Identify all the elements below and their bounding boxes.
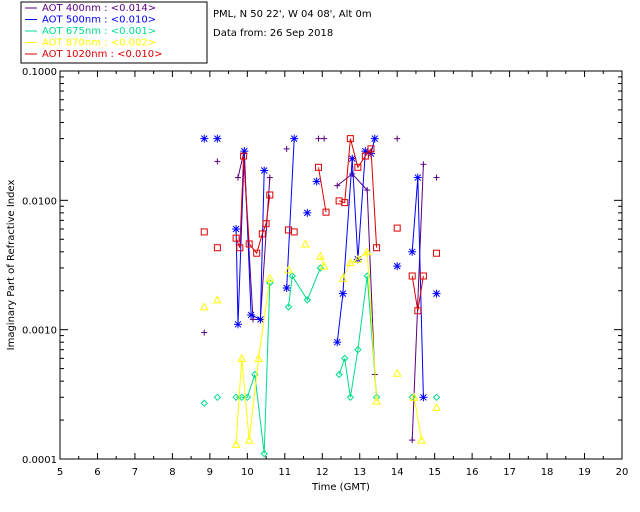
x-tick-label: 13 xyxy=(353,467,366,478)
asterisk-marker xyxy=(371,135,379,143)
plus-marker xyxy=(201,330,207,336)
plus-marker xyxy=(284,146,290,152)
station-label: PML, N 50 22', W 04 08', Alt 0m xyxy=(213,9,372,20)
triangle-marker xyxy=(302,240,309,247)
triangle-marker xyxy=(285,266,292,273)
y-tick-label: 0.0001 xyxy=(22,455,57,466)
series-line xyxy=(414,397,422,440)
asterisk-marker xyxy=(333,338,341,346)
asterisk-marker xyxy=(339,290,347,298)
legend: AOT 400nm : <0.014>AOT 500nm : <0.010>AO… xyxy=(21,2,207,63)
plus-marker xyxy=(267,175,273,181)
x-tick-label: 10 xyxy=(241,467,254,478)
triangle-marker xyxy=(201,303,208,310)
legend-item-label: AOT 870nm : <0.002> xyxy=(42,38,156,49)
x-tick-label: 14 xyxy=(391,467,404,478)
plus-marker xyxy=(420,161,426,167)
diamond-marker xyxy=(201,400,207,406)
square-marker xyxy=(286,227,292,233)
square-marker xyxy=(291,229,297,235)
diamond-marker xyxy=(214,394,220,400)
y-tick-label: 0.1000 xyxy=(22,67,57,78)
x-tick-label: 9 xyxy=(207,467,213,478)
legend-item-label: AOT 675nm : <0.001> xyxy=(42,26,156,37)
square-marker xyxy=(434,250,440,256)
diamond-marker xyxy=(336,372,342,378)
x-tick-label: 8 xyxy=(169,467,175,478)
diamond-marker xyxy=(434,394,440,400)
x-axis-title: Time (GMT) xyxy=(311,482,370,493)
asterisk-marker xyxy=(419,393,427,401)
plot-area xyxy=(60,71,622,459)
x-tick-label: 18 xyxy=(541,467,554,478)
legend-item-label: AOT 500nm : <0.010> xyxy=(42,15,156,26)
y-axis-title: Imaginary Part of Refractive Index xyxy=(6,180,17,351)
y-tick-label: 0.0100 xyxy=(22,196,57,207)
asterisk-marker xyxy=(200,135,208,143)
x-tick-label: 11 xyxy=(278,467,291,478)
asterisk-marker xyxy=(290,135,298,143)
asterisk-marker xyxy=(393,262,401,270)
asterisk-marker xyxy=(408,248,416,256)
triangle-marker xyxy=(394,370,401,377)
asterisk-marker xyxy=(232,225,240,233)
series-line xyxy=(319,167,327,212)
asterisk-marker xyxy=(240,147,248,155)
x-tick-label: 15 xyxy=(428,467,441,478)
x-tick-label: 5 xyxy=(57,467,63,478)
plus-marker xyxy=(409,437,415,443)
square-marker xyxy=(201,229,207,235)
y-tick-label: 0.0010 xyxy=(22,326,57,337)
plus-marker xyxy=(434,175,440,181)
plot-frame xyxy=(60,71,622,459)
x-tick-label: 7 xyxy=(132,467,138,478)
x-tick-label: 16 xyxy=(466,467,479,478)
asterisk-marker xyxy=(414,174,422,182)
asterisk-marker xyxy=(260,167,268,175)
square-marker xyxy=(214,245,220,251)
asterisk-marker xyxy=(433,290,441,298)
series-2 xyxy=(200,135,440,402)
legend-item-label: AOT 400nm : <0.014> xyxy=(42,3,156,14)
legend-item-label: AOT 1020nm : <0.010> xyxy=(42,49,162,60)
x-tick-label: 12 xyxy=(316,467,329,478)
plus-marker xyxy=(321,136,327,142)
x-tick-label: 6 xyxy=(94,467,100,478)
plus-marker xyxy=(235,175,241,181)
triangle-marker xyxy=(214,296,221,303)
data-marks xyxy=(200,135,440,457)
square-marker xyxy=(394,225,400,231)
asterisk-marker xyxy=(283,284,291,292)
x-tick-label: 20 xyxy=(616,467,629,478)
triangle-marker xyxy=(433,404,440,411)
asterisk-marker xyxy=(213,135,221,143)
x-tick-label: 17 xyxy=(503,467,516,478)
plus-marker xyxy=(214,158,220,164)
date-label: Data from: 26 Sep 2018 xyxy=(213,28,333,39)
asterisk-marker xyxy=(247,311,255,319)
series-line xyxy=(339,139,377,248)
x-tick-label: 19 xyxy=(578,467,591,478)
asterisk-marker xyxy=(313,177,321,185)
asterisk-marker xyxy=(303,209,311,217)
triangle-marker xyxy=(317,253,324,259)
plus-marker xyxy=(316,136,322,142)
plus-marker xyxy=(394,136,400,142)
asterisk-marker xyxy=(234,320,242,328)
series-line xyxy=(287,139,295,288)
